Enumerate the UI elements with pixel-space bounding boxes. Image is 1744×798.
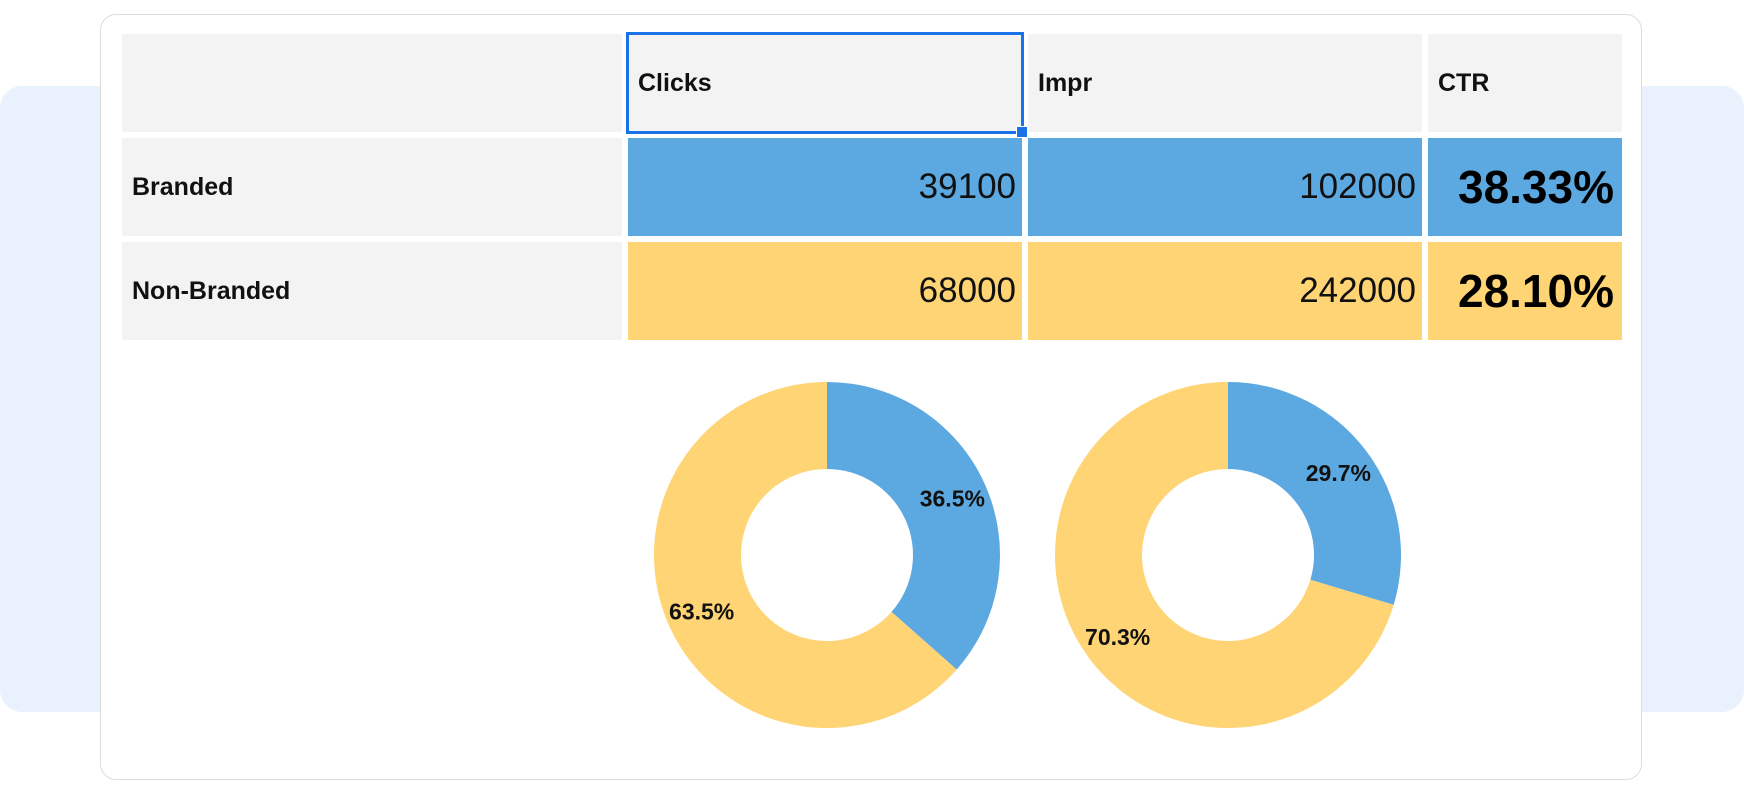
cell-branded-impr[interactable]: 102000 bbox=[1028, 138, 1422, 236]
clicks-donut-chart[interactable]: 36.5% 63.5% bbox=[652, 380, 1002, 730]
header-cell-impr[interactable]: Impr bbox=[1028, 34, 1422, 132]
selection-fill-handle[interactable] bbox=[1016, 126, 1028, 138]
slice-non-branded[interactable] bbox=[1055, 382, 1394, 728]
row-label-non-branded[interactable]: Non-Branded bbox=[122, 242, 622, 340]
header-cell-empty[interactable] bbox=[122, 34, 622, 132]
label-branded: 29.7% bbox=[1306, 460, 1371, 486]
label-non-branded: 63.5% bbox=[669, 599, 734, 625]
header-cell-ctr[interactable]: CTR bbox=[1428, 34, 1622, 132]
cell-non-branded-impr[interactable]: 242000 bbox=[1028, 242, 1422, 340]
row-label-branded[interactable]: Branded bbox=[122, 138, 622, 236]
data-table: Clicks Impr CTR Branded 39100 102000 38.… bbox=[116, 28, 1628, 346]
cell-branded-ctr[interactable]: 38.33% bbox=[1428, 138, 1622, 236]
label-branded: 36.5% bbox=[920, 485, 985, 511]
cell-non-branded-clicks[interactable]: 68000 bbox=[628, 242, 1022, 340]
cell-non-branded-ctr[interactable]: 28.10% bbox=[1428, 242, 1622, 340]
header-clicks-label: Clicks bbox=[638, 68, 712, 97]
slice-branded[interactable] bbox=[1228, 382, 1401, 605]
impr-donut-chart[interactable]: 29.7% 70.3% bbox=[1053, 380, 1403, 730]
header-cell-clicks[interactable]: Clicks bbox=[626, 32, 1028, 138]
slice-branded[interactable] bbox=[827, 382, 1000, 670]
cell-branded-clicks[interactable]: 39100 bbox=[628, 138, 1022, 236]
slice-non-branded[interactable] bbox=[654, 382, 957, 728]
label-non-branded: 70.3% bbox=[1085, 624, 1150, 650]
